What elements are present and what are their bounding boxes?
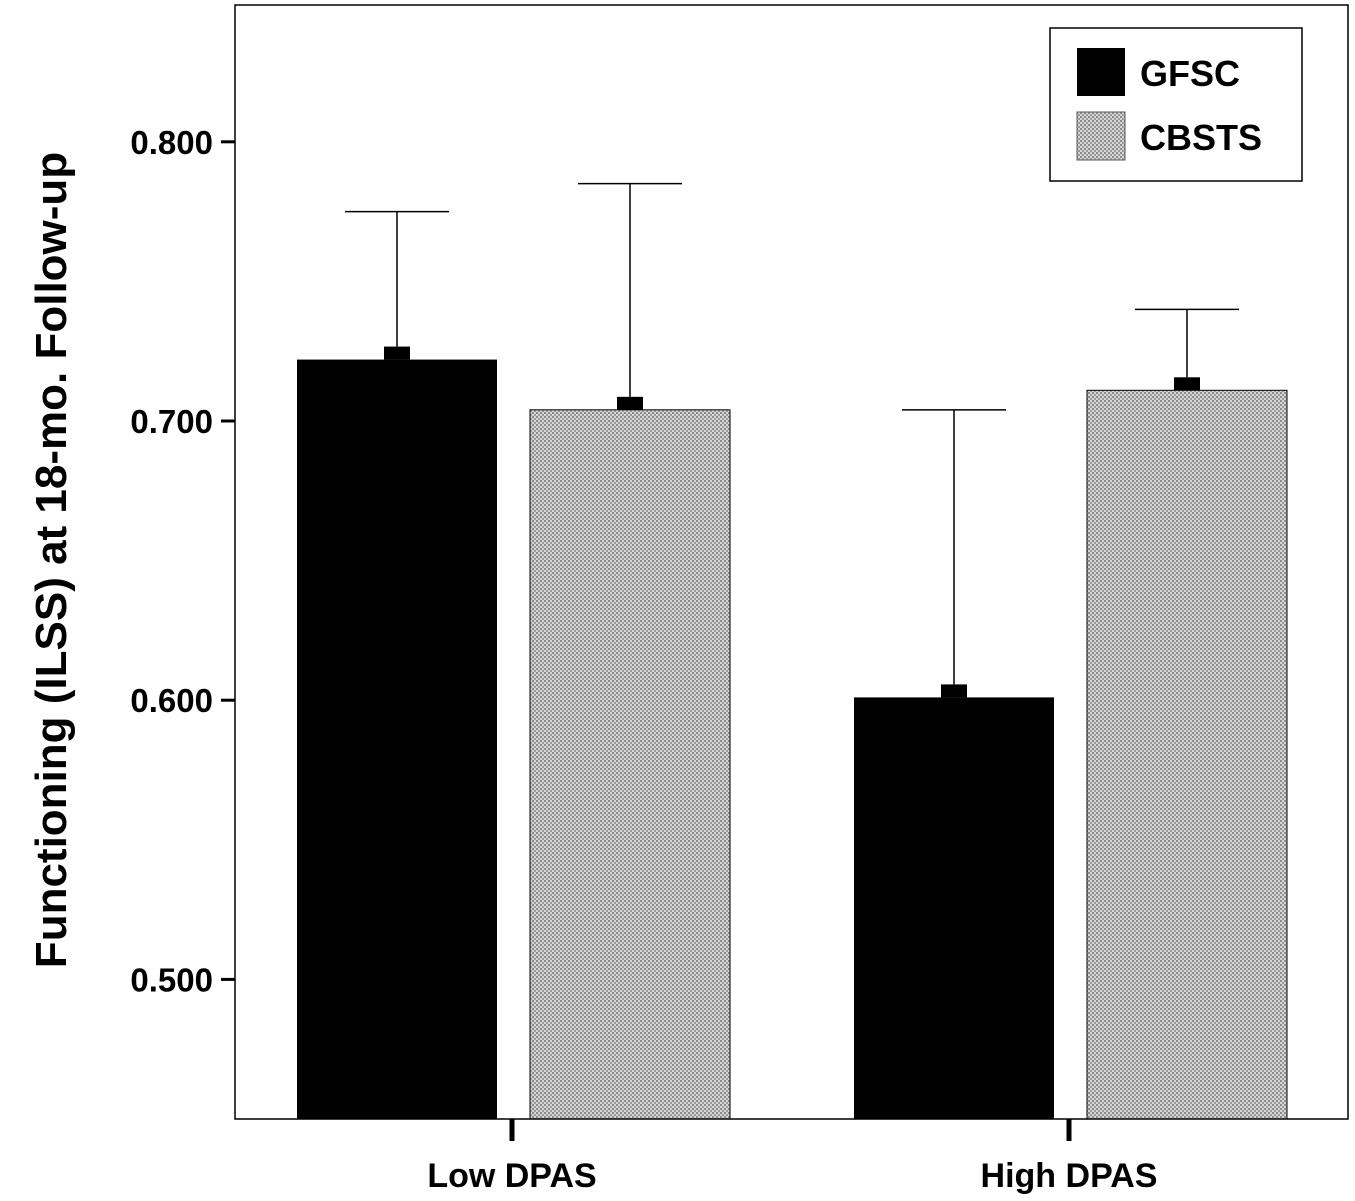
legend: GFSC CBSTS <box>1049 27 1303 182</box>
y-tick-label: 0.700 <box>130 403 213 440</box>
error-bars-layer <box>345 182 1239 698</box>
y-axis-title: Functioning (ILSS) at 18-mo. Follow-up <box>27 152 76 968</box>
x-tick-label: Low DPAS <box>427 1157 596 1195</box>
legend-swatch-gfsc <box>1077 48 1125 96</box>
error-bar-cap-base <box>941 684 967 698</box>
bar-cbsts-1 <box>1086 389 1288 1120</box>
error-bar-cap-base <box>384 346 410 360</box>
legend-label-gfsc: GFSC <box>1140 53 1240 94</box>
y-tick-label: 0.600 <box>130 682 213 719</box>
x-axis: Low DPAS High DPAS <box>427 1119 1157 1195</box>
error-bar-cap-base <box>1174 377 1200 391</box>
y-tick-label: 0.800 <box>130 124 213 161</box>
x-tick-label: High DPAS <box>981 1157 1158 1195</box>
bar-gfsc-0 <box>297 359 497 1120</box>
error-bar-cap-base <box>617 396 643 410</box>
plot-frame <box>234 4 1349 1120</box>
y-tick-label: 0.500 <box>130 961 213 998</box>
y-axis: 0.500 0.600 0.700 0.800 <box>130 124 235 998</box>
legend-label-cbsts: CBSTS <box>1140 117 1262 158</box>
bars-layer <box>297 359 1288 1120</box>
bar-gfsc-1 <box>854 697 1054 1119</box>
legend-swatch-cbsts <box>1076 111 1126 161</box>
bar-cbsts-0 <box>529 409 731 1120</box>
